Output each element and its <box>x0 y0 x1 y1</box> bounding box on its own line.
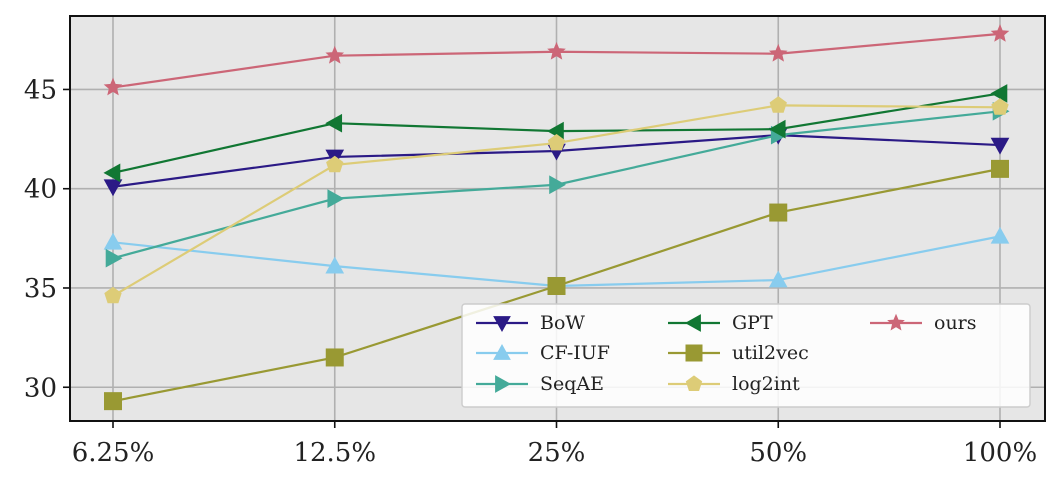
data-point <box>991 159 1009 178</box>
legend-item-seqae: SeqAE <box>476 373 604 395</box>
legend-marker <box>495 375 512 393</box>
legend-label: BoW <box>540 312 585 334</box>
data-point <box>990 84 1008 103</box>
data-point <box>325 113 343 133</box>
legend-marker <box>887 313 905 331</box>
data-point <box>325 45 345 64</box>
legend-box <box>461 303 1031 408</box>
legend-item-log2int: log2int <box>668 373 800 395</box>
data-point <box>547 41 566 60</box>
data-point <box>327 189 345 208</box>
legend-label: log2int <box>732 373 800 395</box>
data-point <box>103 163 121 183</box>
legend-marker <box>684 314 701 332</box>
legend-label: SeqAE <box>540 373 604 395</box>
data-point <box>103 232 123 250</box>
legend-item-cf-iuf: CF-IUF <box>476 342 610 364</box>
data-point <box>547 133 566 151</box>
axes-frame <box>69 15 1046 422</box>
legend-label: ours <box>934 312 977 334</box>
data-point <box>990 226 1010 244</box>
series-gpt <box>103 84 1008 183</box>
data-point <box>326 155 344 173</box>
data-point <box>547 277 566 295</box>
legend-label: GPT <box>732 312 773 334</box>
data-point <box>104 392 122 411</box>
legend-item-gpt: GPT <box>668 312 773 334</box>
series-ours <box>103 24 1010 96</box>
data-point <box>325 256 345 274</box>
data-point <box>768 119 786 139</box>
data-point <box>769 96 787 113</box>
legend-marker <box>493 343 511 360</box>
data-point <box>549 175 567 195</box>
legend-marker <box>685 375 703 391</box>
series-util2vec <box>104 159 1009 411</box>
data-point <box>990 24 1010 42</box>
y-tick-label: 40 <box>24 175 57 205</box>
x-tick-label: 50% <box>749 438 807 468</box>
x-tick-label: 12.5% <box>293 438 376 468</box>
legend: BoW CF-IUF SeqAE GPT util2vec log2int ours <box>461 303 1031 408</box>
data-point <box>103 179 123 197</box>
data-point <box>769 203 788 222</box>
data-point <box>325 348 344 367</box>
y-tick-label: 35 <box>24 274 57 304</box>
legend-item-ours: ours <box>870 312 977 334</box>
legend-marker <box>685 344 703 362</box>
x-tick-label: 25% <box>528 438 586 468</box>
data-point <box>991 98 1009 115</box>
data-point <box>103 77 123 96</box>
legend-label: CF-IUF <box>540 342 610 364</box>
data-point <box>990 137 1010 155</box>
y-tick-label: 45 <box>24 75 57 105</box>
legend-item-bow: BoW <box>476 312 585 334</box>
x-tick-label: 100% <box>963 438 1037 468</box>
x-tick-label: 6.25% <box>72 438 155 468</box>
legend-item-util2vec: util2vec <box>668 342 809 364</box>
data-point <box>105 248 123 268</box>
y-tick-label: 30 <box>24 373 57 403</box>
data-point <box>104 286 122 304</box>
data-point <box>768 43 788 62</box>
series-log2int <box>104 96 1009 304</box>
data-point <box>768 270 788 288</box>
legend-marker <box>493 316 511 333</box>
legend-label: util2vec <box>732 342 809 364</box>
